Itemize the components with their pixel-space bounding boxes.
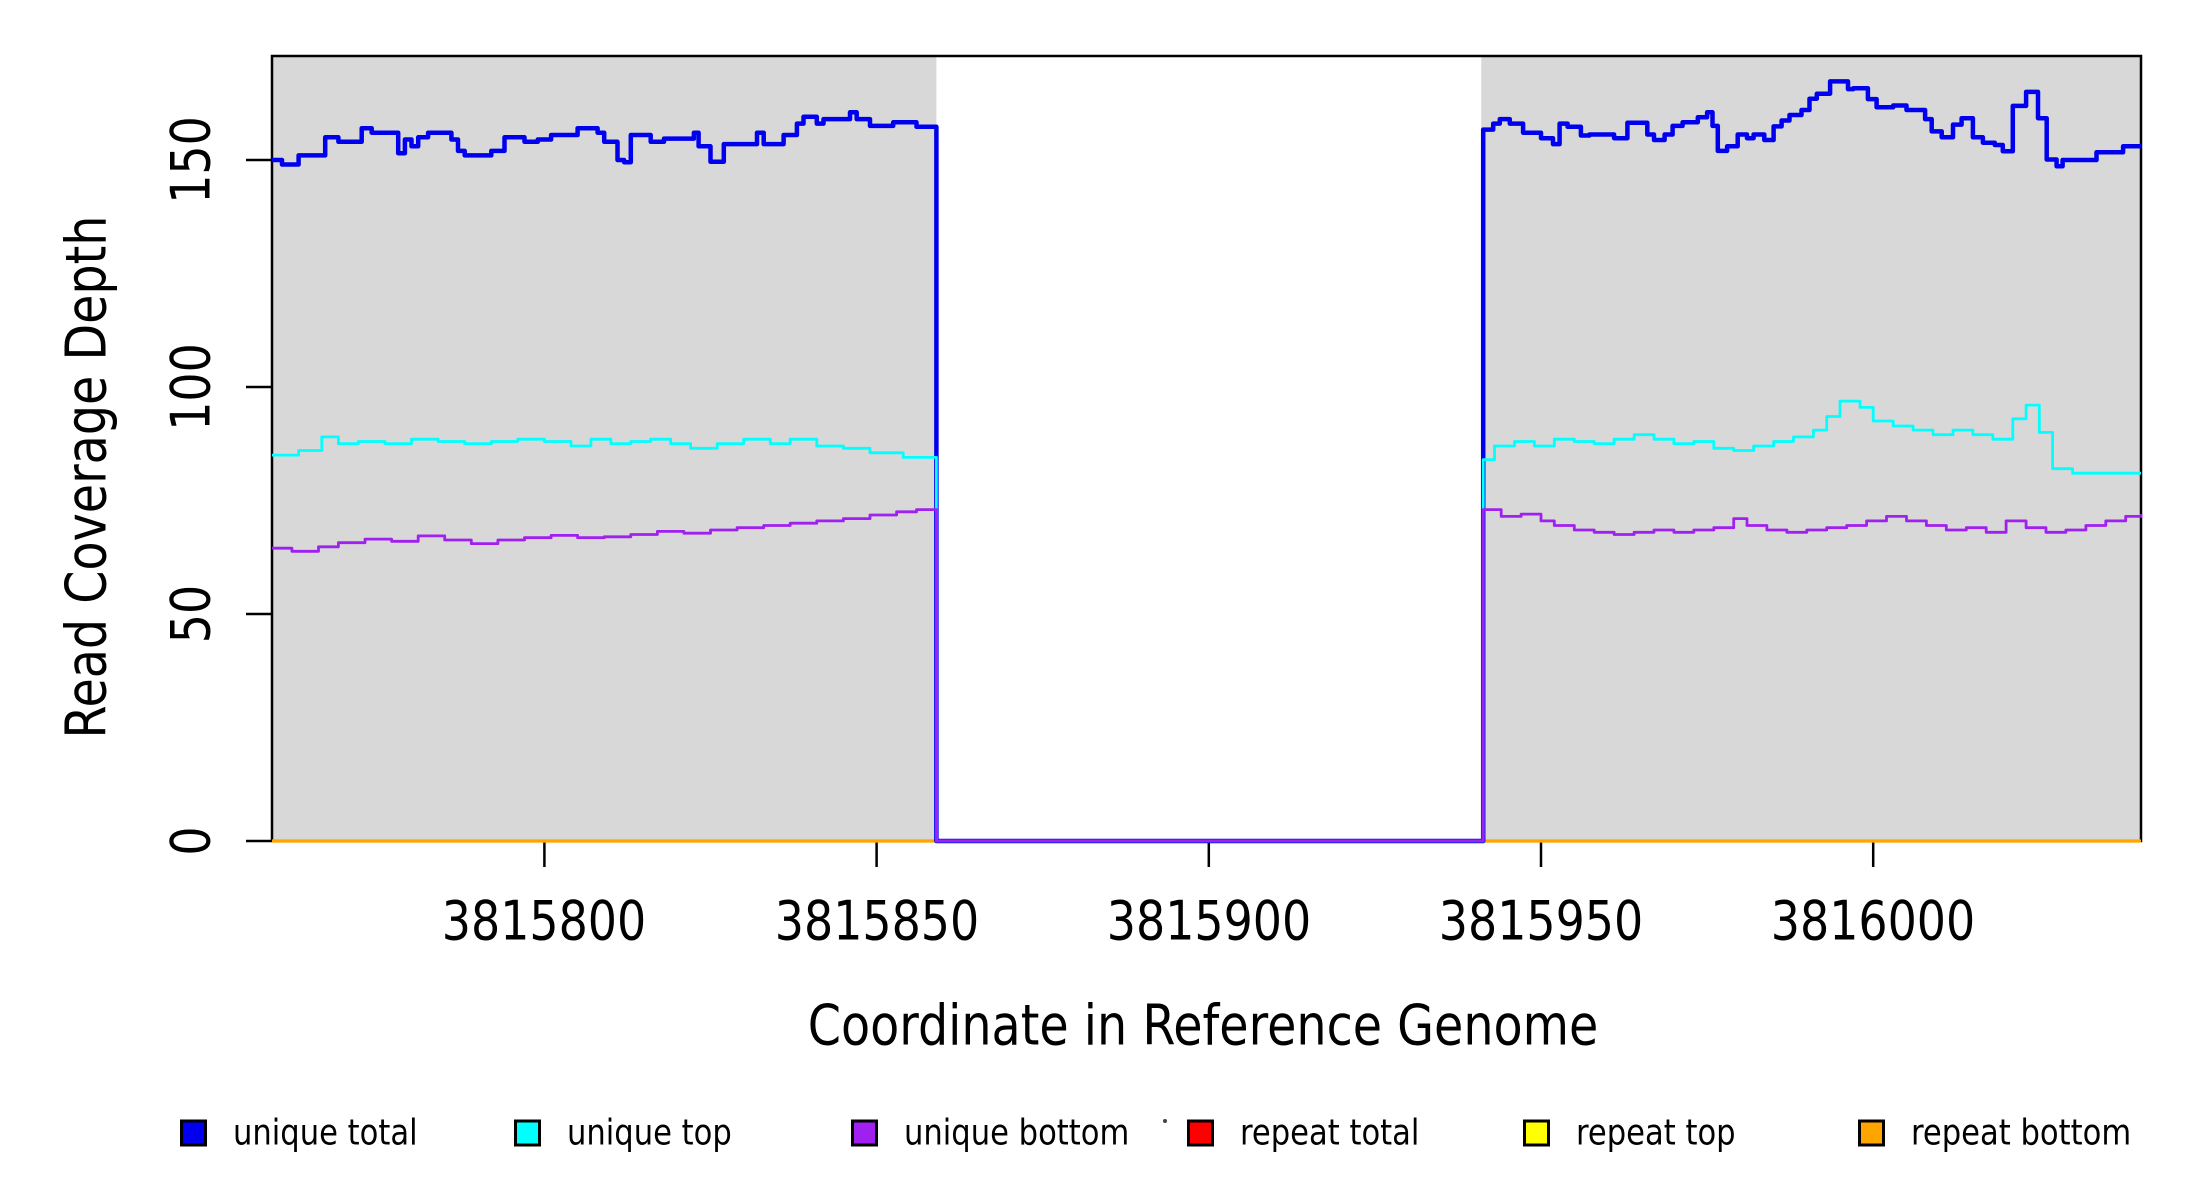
x-axis-title: Coordinate in Reference Genome [738,994,1668,1059]
legend-swatch-unique-total [180,1119,207,1147]
stray-dot-artifact [1163,1119,1167,1123]
legend-label: unique total [233,1112,418,1154]
legend-item-repeat-total: repeat total [1187,1113,1451,1154]
legend-item-unique-total: unique total [180,1113,450,1154]
legend-item-repeat-top: repeat top [1523,1113,1764,1154]
x-tick-label: 3815800 [442,889,647,953]
y-tick-label: 50 [159,584,223,644]
legend-swatch-repeat-top [1523,1119,1550,1147]
legend-label: unique top [567,1112,732,1154]
legend-label: repeat total [1240,1112,1420,1154]
x-tick-label: 3815900 [1106,889,1312,953]
legend-item-unique-top: unique top [514,1113,761,1154]
shaded-region [1481,56,2141,841]
legend-swatch-unique-top [514,1119,541,1147]
legend-label: repeat top [1576,1112,1736,1154]
y-tick-label: 0 [159,826,223,856]
legend-label: unique bottom [904,1112,1130,1154]
series-unique-total-line [272,79,2141,844]
legend-item-repeat-bottom: repeat bottom [1858,1113,2170,1154]
series-unique-top-line [272,399,2141,843]
legend-swatch-repeat-total [1187,1119,1214,1147]
y-tick-label: 150 [159,116,223,204]
shaded-region [272,56,937,841]
x-axis-title-text: Coordinate in Reference Genome [807,993,1599,1059]
y-tick-label: 100 [159,343,223,431]
y-axis-title: Read Coverage Depth [55,169,120,784]
x-tick-label: 3815950 [1438,889,1644,953]
series-unique-bottom-line [272,508,2143,843]
y-axis-title-text: Read Coverage Depth [54,215,120,739]
legend-item-unique-bottom: unique bottom [851,1113,1169,1154]
legend-swatch-unique-bottom [851,1119,878,1147]
legend-swatch-repeat-bottom [1858,1119,1885,1147]
legend-label: repeat bottom [1911,1112,2132,1154]
x-tick-label: 3816000 [1771,889,1976,953]
x-tick-label: 3815850 [774,889,979,953]
